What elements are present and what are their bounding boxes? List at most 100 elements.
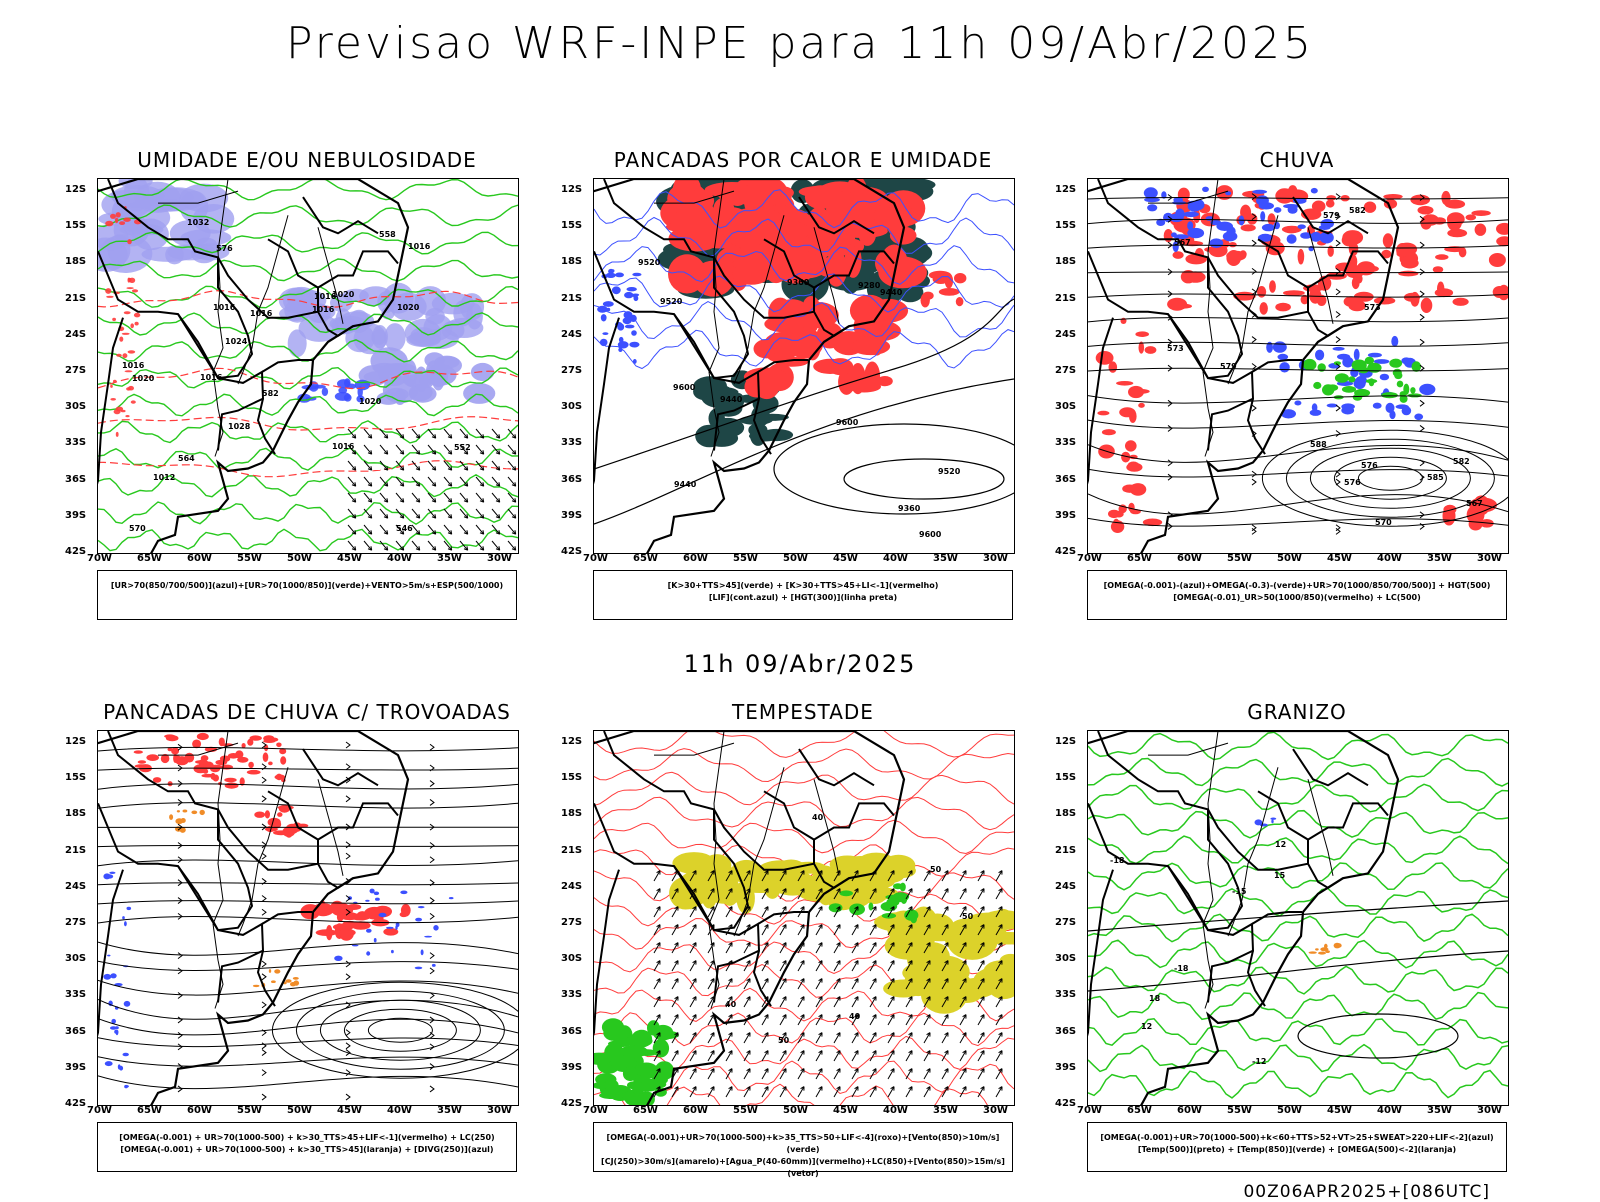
legend-line: [LIF](cont.azul) + [HGT(300)](linha pret… bbox=[708, 593, 898, 602]
longitude-tick-label: 30W bbox=[983, 1105, 1008, 1116]
longitude-tick-label: 60W bbox=[683, 1105, 708, 1116]
longitude-tick-label: 30W bbox=[487, 1105, 512, 1116]
contour-label: 12 bbox=[1141, 1022, 1152, 1031]
latitude-tick-label: 15S bbox=[1055, 220, 1077, 232]
latitude-tick-label: 30S bbox=[1055, 401, 1077, 413]
longitude-tick-label: 40W bbox=[883, 553, 908, 564]
latitude-tick-label: 21S bbox=[1055, 292, 1077, 304]
contour-label: 1016 bbox=[250, 309, 273, 318]
latitude-tick-label: 24S bbox=[65, 328, 87, 340]
contour-label: 1024 bbox=[225, 337, 248, 346]
latitude-tick-label: 27S bbox=[65, 365, 87, 377]
latitude-tick-label: 15S bbox=[561, 772, 583, 784]
latitude-tick-label: 39S bbox=[65, 1061, 87, 1073]
contour-label: -12 bbox=[1252, 1057, 1266, 1066]
contour-label: 552 bbox=[454, 443, 471, 452]
map-field: 50 40 50 40 40 50 bbox=[594, 731, 1014, 1105]
contour-label: 1016 bbox=[408, 242, 431, 251]
latitude-tick-label: 24S bbox=[561, 880, 583, 892]
legend-line: [CJ(250)>30m/s](amarelo)+[Agua_P(40-60mm… bbox=[601, 1157, 1005, 1178]
forecast-map: 9600 9600 9600 9520 9520 9520 9440 9440 9440 9360… bbox=[593, 178, 1015, 554]
longitude-tick-label: 55W bbox=[237, 1105, 262, 1116]
contour-label: 9440 bbox=[720, 395, 743, 404]
latitude-tick-label: 39S bbox=[65, 509, 87, 521]
contour-label: 9520 bbox=[660, 297, 683, 306]
contour-label: 570 bbox=[1375, 518, 1392, 527]
latitude-tick-label: 33S bbox=[561, 989, 583, 1001]
contour-label: 1016 bbox=[122, 361, 145, 370]
contour-label: 579 bbox=[1323, 211, 1340, 220]
latitude-tick-label: 12S bbox=[561, 184, 583, 196]
panel-title: PANCADAS POR CALOR E UMIDADE bbox=[613, 148, 993, 172]
forecast-run-label: 00Z06APR2025+[086UTC] bbox=[1243, 1182, 1490, 1202]
contour-label: -15 bbox=[1232, 887, 1247, 896]
lower-row-date: 11h 09/Abr/2025 bbox=[683, 650, 917, 678]
latitude-tick-label: 21S bbox=[561, 844, 583, 856]
longitude-tick-label: 45W bbox=[1327, 1105, 1352, 1116]
legend-line: [OMEGA(-0.001)-(azul)+OMEGA(-0.3)-(verde… bbox=[1103, 581, 1491, 590]
longitude-tick-label: 40W bbox=[883, 1105, 908, 1116]
contour-label: 567 bbox=[1174, 238, 1191, 247]
map-field bbox=[98, 731, 518, 1105]
longitude-tick-label: 70W bbox=[583, 553, 608, 564]
longitude-tick-label: 65W bbox=[1127, 1105, 1152, 1116]
longitude-tick-label: 55W bbox=[1227, 1105, 1252, 1116]
longitude-tick-label: 45W bbox=[833, 1105, 858, 1116]
longitude-tick-label: 40W bbox=[387, 553, 412, 564]
contour-label: 9440 bbox=[674, 480, 697, 489]
forecast-map: 1016 1016 1020 1016 1012 1016 1016 1020 1024 1028… bbox=[97, 178, 519, 554]
latitude-tick-label: 18S bbox=[65, 808, 87, 820]
latitude-tick-label: 18S bbox=[1055, 256, 1077, 268]
latitude-tick-label: 24S bbox=[65, 880, 87, 892]
forecast-map: 585 582 588 579 576 573 570 567 567 576 573 579 582 bbox=[1087, 178, 1509, 554]
latitude-tick-label: 33S bbox=[65, 989, 87, 1001]
longitude-tick-label: 65W bbox=[633, 1105, 658, 1116]
latitude-tick-label: 12S bbox=[1055, 736, 1077, 748]
latitude-tick-label: 42S bbox=[65, 1098, 87, 1109]
latitude-tick-label: 42S bbox=[65, 546, 87, 557]
latitude-tick-label: 42S bbox=[1055, 1098, 1077, 1109]
contour-label: 576 bbox=[1361, 461, 1378, 470]
latitude-tick-label: 42S bbox=[1055, 546, 1077, 557]
longitude-tick-label: 50W bbox=[783, 1105, 808, 1116]
longitude-tick-label: 60W bbox=[683, 553, 708, 564]
panel-title: TEMPESTADE bbox=[732, 700, 874, 724]
contour-label: 582 bbox=[1349, 206, 1366, 215]
longitude-tick-label: 70W bbox=[87, 1105, 112, 1116]
contour-label: 1020 bbox=[332, 290, 355, 299]
contour-label: 1016 bbox=[200, 373, 223, 382]
longitude-tick-label: 50W bbox=[287, 1105, 312, 1116]
longitude-tick-label: 50W bbox=[287, 553, 312, 564]
map-legend: [OMEGA(-0.001) + UR>70(1000-500) + k>30_… bbox=[97, 1122, 517, 1172]
longitude-tick-label: 65W bbox=[1127, 553, 1152, 564]
latitude-tick-label: 27S bbox=[561, 917, 583, 929]
contour-label: 40 bbox=[725, 1000, 737, 1009]
contour-label: 582 bbox=[1453, 457, 1470, 466]
longitude-tick-label: 65W bbox=[137, 553, 162, 564]
latitude-tick-label: 12S bbox=[561, 736, 583, 748]
contour-label: 9280 bbox=[858, 281, 881, 290]
map-legend: [OMEGA(-0.001)+UR>70(1000-500)+k<60+TTS>… bbox=[1087, 1122, 1507, 1172]
latitude-tick-label: 36S bbox=[1055, 1025, 1077, 1037]
panel-title: GRANIZO bbox=[1247, 700, 1347, 724]
latitude-tick-label: 27S bbox=[1055, 917, 1077, 929]
contour-label: 9520 bbox=[638, 258, 661, 267]
legend-line: [Temp(500)](preto) + [Temp(850)](verde) … bbox=[1137, 1145, 1457, 1154]
contour-label: 9600 bbox=[836, 418, 859, 427]
longitude-tick-label: 70W bbox=[1077, 1105, 1102, 1116]
longitude-tick-label: 35W bbox=[437, 1105, 462, 1116]
longitude-tick-label: 50W bbox=[1277, 553, 1302, 564]
latitude-tick-label: 33S bbox=[561, 437, 583, 449]
contour-label: 9440 bbox=[880, 288, 903, 297]
latitude-tick-label: 36S bbox=[65, 1025, 87, 1037]
contour-label: 12 bbox=[1275, 840, 1286, 849]
latitude-tick-label: 24S bbox=[1055, 328, 1077, 340]
contour-label: 579 bbox=[1220, 362, 1237, 371]
contour-label: 573 bbox=[1167, 344, 1184, 353]
longitude-tick-label: 55W bbox=[733, 1105, 758, 1116]
latitude-tick-label: 30S bbox=[65, 401, 87, 413]
latitude-tick-label: 24S bbox=[1055, 880, 1077, 892]
latitude-tick-label: 12S bbox=[65, 184, 87, 196]
panel-title: CHUVA bbox=[1259, 148, 1335, 172]
latitude-tick-label: 42S bbox=[561, 1098, 583, 1109]
